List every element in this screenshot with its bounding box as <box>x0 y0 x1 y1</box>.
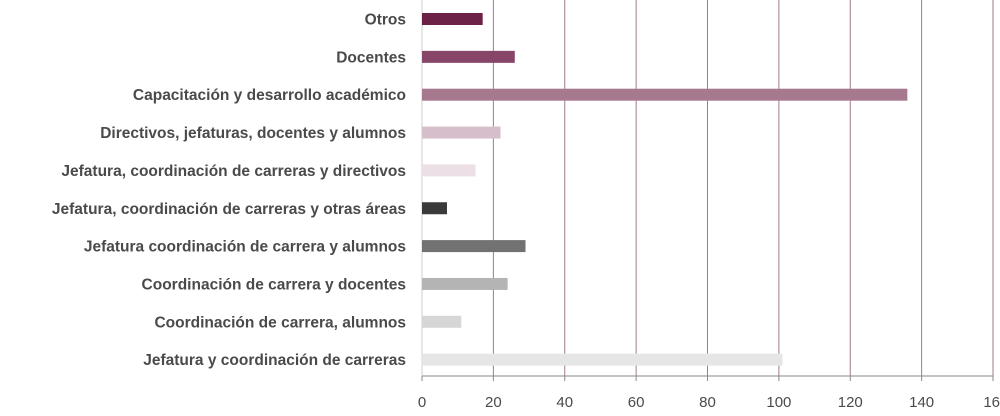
bar <box>422 50 515 63</box>
category-label: Jefatura coordinación de carrera y alumn… <box>84 239 406 256</box>
category-labels: Otros Docentes Capacitación y desarrollo a… <box>52 12 406 370</box>
category-label: Jefatura, coordinación de carreras y otr… <box>52 201 406 218</box>
bar <box>422 88 908 101</box>
x-tick-label: 80 <box>699 394 716 411</box>
category-label: Otros <box>365 12 406 29</box>
bar <box>422 315 462 328</box>
bar <box>422 13 483 25</box>
bar <box>422 126 501 139</box>
category-label: Jefatura, coordinación de carreras y dir… <box>61 163 406 180</box>
x-tick-label: 0 <box>418 394 426 411</box>
x-tick-label: 120 <box>838 394 863 411</box>
x-tick-label: 140 <box>909 394 934 411</box>
x-tick-label: 16 <box>983 394 1000 411</box>
x-tick-label: 20 <box>485 394 502 411</box>
bar <box>422 353 783 366</box>
category-label: Coordinación de carrera y docentes <box>142 276 406 293</box>
bar <box>422 277 508 290</box>
bar <box>422 164 476 177</box>
category-label: Jefatura y coordinación de carreras <box>143 352 406 369</box>
category-label: Coordinación de carrera, alumnos <box>154 314 406 331</box>
category-label: Docentes <box>336 49 406 66</box>
category-label: Directivos, jefaturas, docentes y alumno… <box>100 125 406 142</box>
bars <box>422 13 908 366</box>
x-tick-label: 60 <box>628 394 645 411</box>
x-tick-label: 100 <box>766 394 791 411</box>
bar <box>422 240 526 253</box>
x-tick-label: 40 <box>556 394 573 411</box>
bar <box>422 202 447 215</box>
category-label: Capacitación y desarrollo académico <box>133 87 406 104</box>
x-tick-labels: 0 20 40 60 80 100 120 140 16 <box>418 394 1000 411</box>
